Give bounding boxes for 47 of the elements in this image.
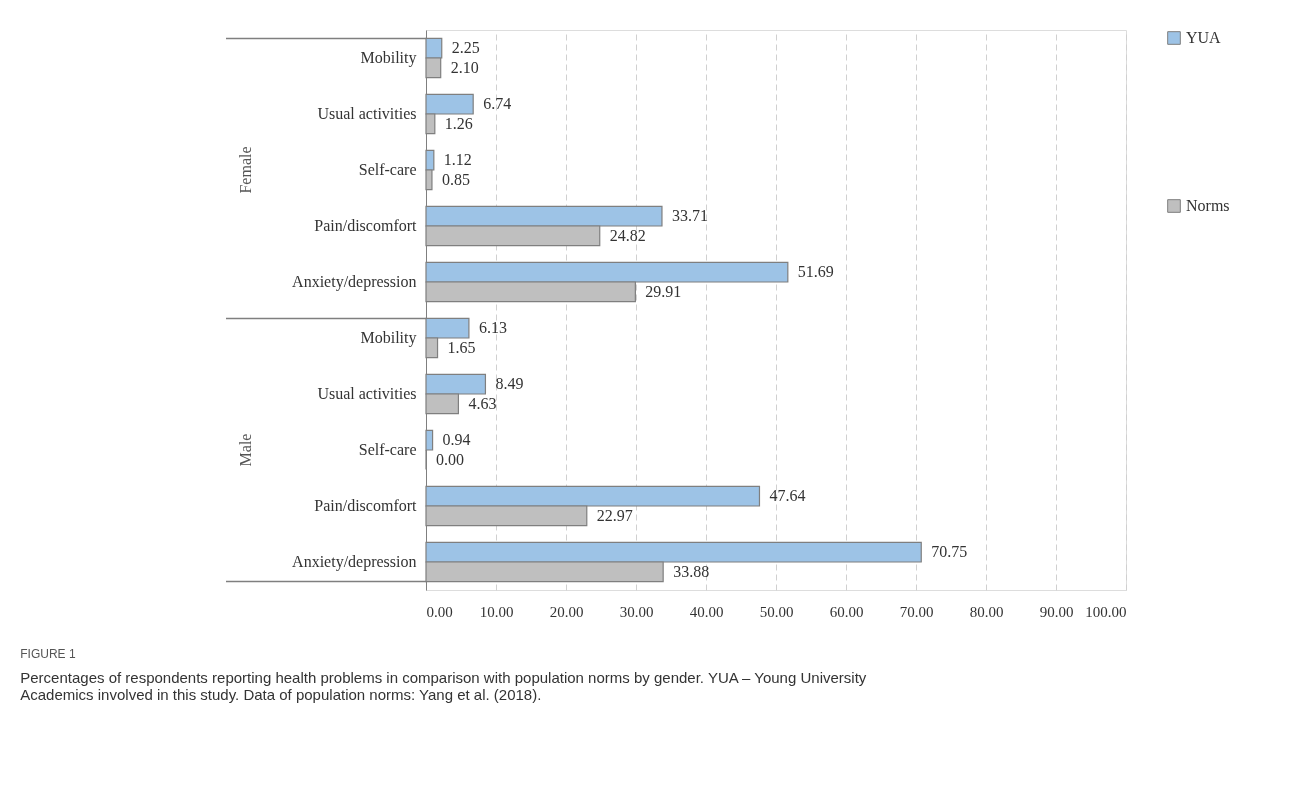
data-label: 33.88 [673, 562, 710, 580]
data-label: 24.82 [609, 226, 646, 244]
x-tick-label: 100.00 [1085, 603, 1127, 620]
data-label: 22.97 [596, 506, 633, 524]
x-tick-label: 30.00 [619, 603, 654, 620]
data-label: 29.91 [645, 282, 682, 300]
x-tick-label: 50.00 [759, 603, 794, 620]
y-tick-label: Usual activities [317, 105, 417, 122]
x-tick-label: 20.00 [549, 603, 584, 620]
x-tick-label: 10.00 [479, 603, 514, 620]
text: Male [237, 433, 254, 467]
data-label: 70.75 [931, 543, 968, 561]
text: Percentages of respondents reporting health problems in comparison with population norms by gender. YUA – Young University Academics involved in this study. Data of population norms: Yang et al. (2018). [20, 669, 867, 703]
legend-label: YUA [1186, 29, 1222, 46]
data-label: 0.94 [442, 431, 471, 449]
data-label: 2.10 [450, 58, 479, 76]
x-tick-label: 70.00 [899, 603, 934, 620]
y-tick-label: Self-care [358, 161, 417, 178]
x-tick-label: 40.00 [689, 603, 724, 620]
data-label: 51.69 [797, 263, 834, 281]
y-tick-label: Pain/discomfort [314, 217, 418, 234]
y-tick-label: Usual activities [317, 385, 417, 402]
x-tick-label: 60.00 [829, 603, 864, 620]
x-tick-label: 90.00 [1039, 603, 1074, 620]
legend-label: Norms [1186, 197, 1230, 214]
data-label: 33.71 [671, 207, 708, 225]
y-tick-label: Anxiety/depression [292, 553, 417, 571]
y-tick-label: Self-care [358, 441, 417, 458]
text: Female [237, 146, 254, 194]
data-label: 1.12 [443, 151, 472, 169]
y-tick-label: Anxiety/depression [292, 273, 417, 291]
text: FIGURE 1 [20, 647, 76, 661]
data-label: 0.85 [441, 170, 470, 188]
data-label: 4.63 [468, 394, 497, 412]
y-tick-label: Mobility [360, 49, 417, 67]
data-label: 6.74 [483, 95, 512, 113]
y-tick-label: Pain/discomfort [314, 497, 418, 514]
x-tick-label: 0.00 [426, 603, 453, 620]
data-label: 6.13 [478, 319, 507, 337]
data-label: 0.00 [436, 450, 464, 468]
data-label: 1.65 [447, 338, 476, 356]
data-label: 1.26 [444, 114, 473, 132]
data-label: 47.64 [769, 487, 806, 505]
y-tick-label: Mobility [360, 329, 417, 347]
data-label: 2.25 [451, 39, 480, 57]
x-tick-label: 80.00 [969, 603, 1004, 620]
data-label: 8.49 [495, 375, 524, 393]
